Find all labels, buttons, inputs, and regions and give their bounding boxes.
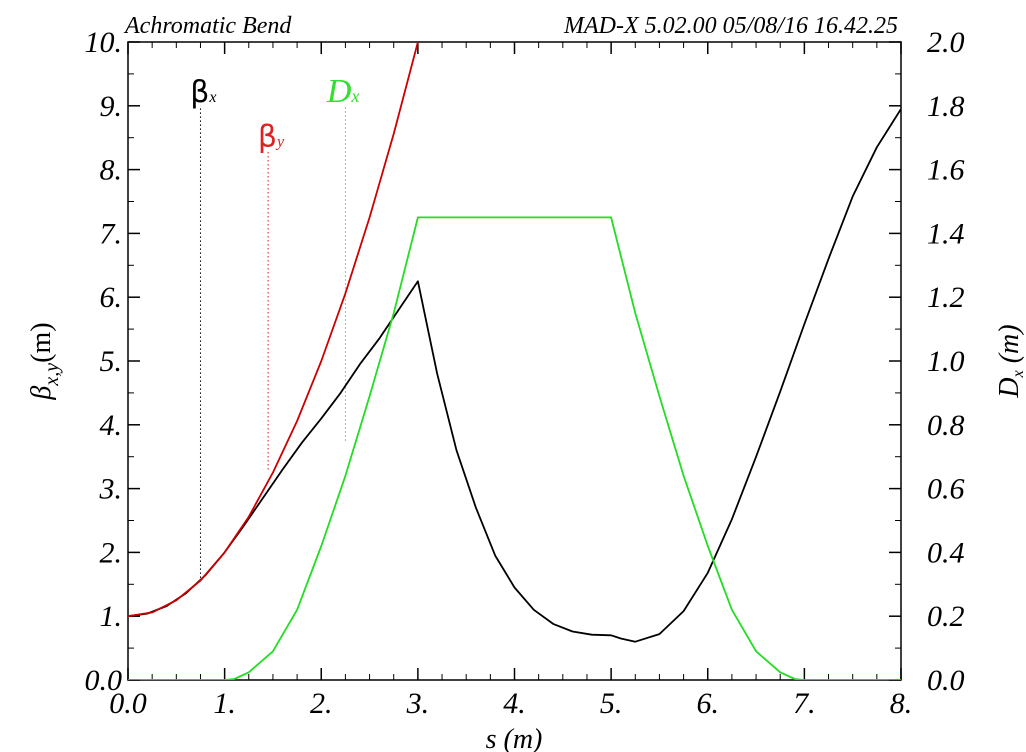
y-right-tick-label: 1.2 [927, 281, 965, 314]
y-left-tick-label: 9. [100, 90, 123, 123]
y-left-tick-label: 4. [100, 409, 123, 442]
y-left-tick-label: 2. [100, 536, 123, 569]
y-right-tick-label: 0.6 [927, 473, 965, 506]
y-left-tick-label: 1. [100, 600, 123, 633]
y-axis-label-left: βx,y(m) [26, 322, 63, 400]
y-right-tick-label: 1.8 [927, 90, 965, 123]
y-left-tick-label: 7. [100, 217, 123, 250]
beta-x-marker-label: βx [190, 75, 216, 110]
y-axis-label-right: Dx (m) [994, 324, 1026, 398]
y-left-tick-label: 0.0 [85, 664, 123, 697]
svg-text:βx,y(m): βx,y(m) [26, 322, 63, 400]
x-tick-label: 0.0 [109, 687, 147, 720]
y-right-tick-label: 2.0 [927, 26, 965, 59]
x-tick-label: 1. [213, 687, 236, 720]
y-left-tick-label: 3. [99, 473, 123, 506]
y-right-tick-label: 0.4 [927, 536, 965, 569]
y-right-tick-label: 1.6 [927, 154, 965, 187]
y-left-tick-label: 10. [85, 26, 123, 59]
beta-y-marker-label: βy [258, 119, 285, 154]
y-left-tick-label: 6. [100, 281, 123, 314]
x-tick-label: 8. [890, 687, 913, 720]
chart-title: Achromatic Bend [123, 13, 292, 39]
x-tick-label: 5. [600, 687, 623, 720]
x-tick-label: 2. [310, 687, 333, 720]
y-right-tick-label: 0.8 [927, 409, 965, 442]
header-program-info: MAD-X 5.02.00 05/08/16 16.42.25 [563, 13, 898, 39]
plot-frame [127, 41, 902, 681]
y-left-tick-label: 5. [100, 345, 123, 378]
y-right-tick-label: 1.0 [927, 345, 965, 378]
svg-text:Dx (m): Dx (m) [994, 324, 1026, 398]
dx-marker-label: Dx [326, 73, 360, 110]
y-right-tick-label: 1.4 [927, 217, 965, 250]
x-tick-label: 4. [503, 687, 526, 720]
beta-y-line [128, 42, 419, 618]
x-axis-label: s (m) [486, 724, 543, 752]
y-left-tick-label: 8. [100, 154, 123, 187]
y-right-tick-label: 0.2 [927, 600, 965, 633]
beta-x-line [128, 108, 901, 643]
x-tick-label: 3. [406, 687, 430, 720]
y-right-tick-label: 0.0 [927, 664, 965, 697]
x-tick-label: 7. [793, 687, 816, 720]
x-tick-label: 6. [697, 687, 720, 720]
dispersion-line [128, 216, 901, 680]
